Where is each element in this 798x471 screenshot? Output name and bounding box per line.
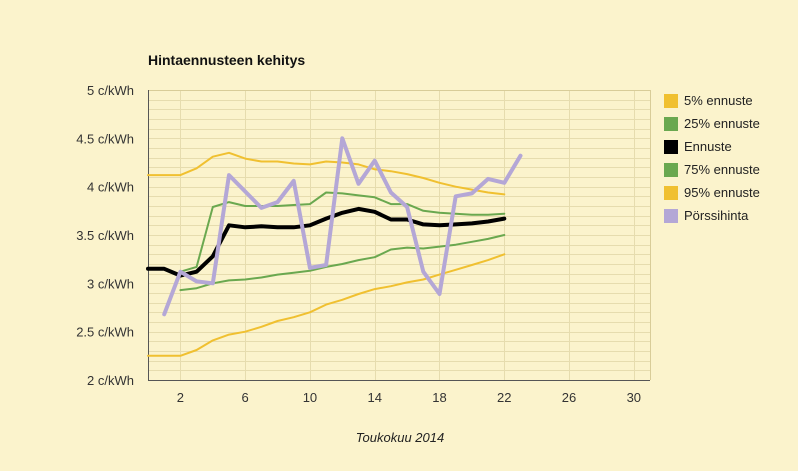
axis-layer: 2 c/kWh 2.5 c/kWh 3 c/kWh 3.5 c/kWh 4 c/kWh 4…: [76, 83, 650, 405]
legend-item: Pörssihinta: [664, 204, 760, 227]
legend-swatch: [664, 139, 678, 154]
legend-label: Pörssihinta: [684, 208, 749, 223]
legend-label: 25% ennuste: [684, 116, 760, 131]
series-line-3: [179, 191, 506, 273]
legend-swatch: [664, 208, 678, 223]
y-tick-label: 4 c/kWh: [87, 180, 134, 195]
legend-item: 25% ennuste: [664, 112, 760, 135]
legend-label: Ennuste: [684, 139, 732, 154]
legend-item: Ennuste: [664, 135, 760, 158]
legend-item: 5% ennuste: [664, 89, 760, 112]
x-axis-label: Toukokuu 2014: [355, 430, 445, 445]
legend-label: 5% ennuste: [684, 93, 753, 108]
legend-label: 75% ennuste: [684, 162, 760, 177]
y-tick-label: 4.5 c/kWh: [76, 131, 134, 146]
y-tick-label: 3.5 c/kWh: [76, 228, 134, 243]
y-tick-label: 5 c/kWh: [87, 83, 134, 98]
series-line-4: [147, 151, 506, 196]
x-tick-label: 18: [432, 390, 446, 405]
series-line-5: [162, 136, 523, 317]
x-tick-label: 30: [627, 390, 641, 405]
y-tick-label: 2 c/kWh: [87, 373, 134, 388]
series-layer: [146, 136, 523, 357]
legend-item: 95% ennuste: [664, 181, 760, 204]
chart-title: Hintaennusteen kehitys: [148, 52, 306, 68]
y-tick-label: 3 c/kWh: [87, 276, 134, 291]
x-tick-label: 26: [562, 390, 576, 405]
x-tick-label: 2: [177, 390, 184, 405]
x-tick-label: 10: [303, 390, 317, 405]
series-line-1: [179, 234, 506, 292]
legend-swatch: [664, 93, 678, 108]
legend-swatch: [664, 116, 678, 131]
x-tick-label: 14: [367, 390, 381, 405]
x-tick-label: 6: [242, 390, 249, 405]
legend-item: 75% ennuste: [664, 158, 760, 181]
series-line-2: [146, 206, 507, 278]
legend: 5% ennuste 25% ennuste Ennuste 75% ennuste 9…: [664, 89, 760, 227]
legend-swatch: [664, 162, 678, 177]
legend-swatch: [664, 185, 678, 200]
x-tick-label: 22: [497, 390, 511, 405]
y-tick-label: 2.5 c/kWh: [76, 325, 134, 340]
legend-label: 95% ennuste: [684, 185, 760, 200]
